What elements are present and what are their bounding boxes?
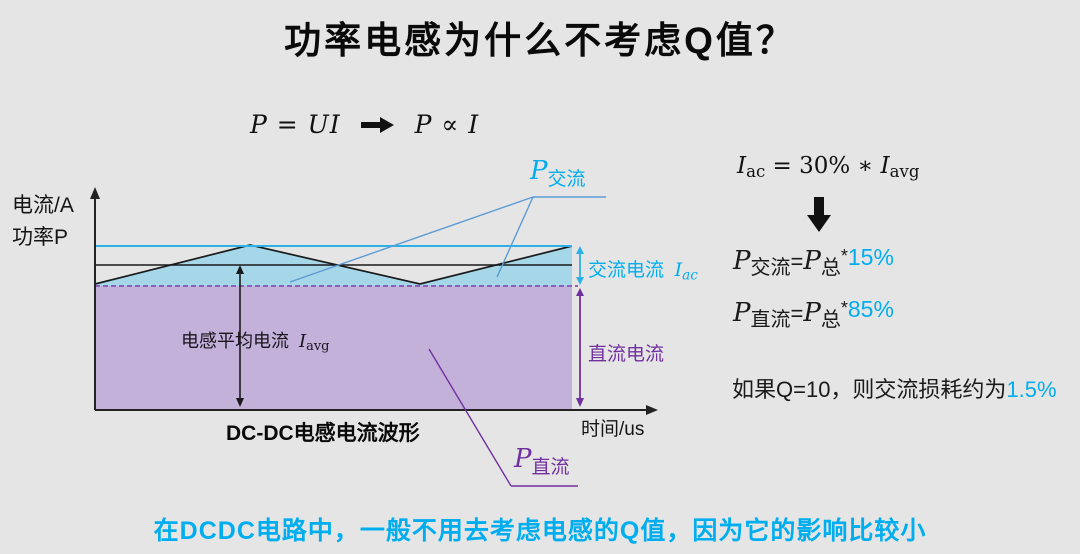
p-ac-share-formula: P 交流 = P 总 * 15% [733, 244, 894, 279]
formula-rhs: P ∝ I [414, 110, 480, 139]
dc-current-area [95, 286, 572, 409]
iac-middle: = 30% ∗ [765, 153, 881, 179]
avg-current-label: 电感平均电流 Iavg [181, 327, 329, 354]
dc-band-label: 直流电流 [588, 344, 665, 365]
pdc-subscript1: 直流 [750, 309, 791, 331]
ac-band-text: 交流电流 [588, 260, 665, 281]
iac-subscript1: ac [746, 162, 766, 182]
q-note-value: 1.5% [1006, 377, 1057, 402]
formula-lhs: P = UI [250, 110, 341, 139]
p-ac-symbol: P [530, 156, 548, 186]
p-ac-callout-label: P交流 [530, 155, 586, 191]
ac-band-double-arrow [576, 246, 584, 285]
pac-symbol1: P [733, 246, 751, 276]
y-axis-arrowhead-icon [90, 187, 100, 199]
p-ac-subscript: 交流 [547, 169, 586, 190]
p-dc-share-formula: P 直流 = P 总 * 85% [733, 296, 894, 331]
y-axis-label-line1: 电流/A [12, 194, 74, 217]
right-arrow-icon [360, 116, 394, 133]
ac-band-label: 交流电流 Iac [588, 255, 698, 283]
p-dc-callout-label: P直流 [514, 443, 570, 479]
pdc-symbol2: P [803, 298, 821, 328]
pac-subscript1: 交流 [750, 257, 791, 279]
pdc-subscript2: 总 [820, 309, 841, 331]
avg-current-symbol: I [299, 331, 307, 352]
p-dc-callout-lines [428, 348, 578, 487]
page-title: 功率电感为什么不考虑Q值？ [284, 20, 796, 61]
pac-symbol2: P [803, 246, 821, 276]
pdc-equals: = [790, 301, 804, 326]
x-axis-label: 时间/us [581, 419, 645, 440]
q-note-text: 如果Q=10，则交流损耗约为 [732, 377, 1007, 402]
x-axis-arrowhead-icon [646, 405, 658, 415]
pac-percentage: 15% [847, 244, 894, 270]
iac-subscript2: avg [889, 162, 920, 182]
dc-band-double-arrow [576, 288, 584, 407]
y-axis-label-line2: 功率P [12, 226, 69, 249]
p-ac-callout-lines [289, 196, 606, 283]
pdc-symbol1: P [733, 298, 751, 328]
pdc-percentage: 85% [847, 296, 894, 322]
avg-current-text: 电感平均电流 [181, 331, 289, 351]
ac-subscript: ac [682, 267, 698, 284]
ac-symbol: I [674, 259, 683, 281]
power-formula: P = UI P ∝ I [250, 110, 479, 139]
q-value-note: 如果Q=10，则交流损耗约为1.5% [732, 372, 1057, 404]
avg-current-double-arrow [236, 265, 244, 407]
y-axis-label: 电流/A 功率P [12, 190, 74, 254]
p-dc-symbol: P [514, 444, 532, 474]
pdc-star: * [840, 298, 848, 318]
p-dc-subscript: 直流 [531, 457, 570, 478]
pac-equals: = [790, 249, 804, 274]
iac-symbol1: I [737, 153, 747, 179]
down-arrow-icon [807, 197, 831, 232]
pac-star: * [840, 246, 848, 266]
avg-current-subscript: avg [306, 339, 330, 355]
chart-caption: DC-DC电感电流波形 [226, 422, 420, 445]
conclusion-text: 在DCDC电路中，一般不用去考虑电感的Q值，因为它的影响比较小 [153, 517, 927, 545]
iac-symbol2: I [880, 153, 890, 179]
iac-formula: Iac = 30% ∗ Iavg [737, 153, 919, 181]
pac-subscript2: 总 [820, 257, 841, 279]
